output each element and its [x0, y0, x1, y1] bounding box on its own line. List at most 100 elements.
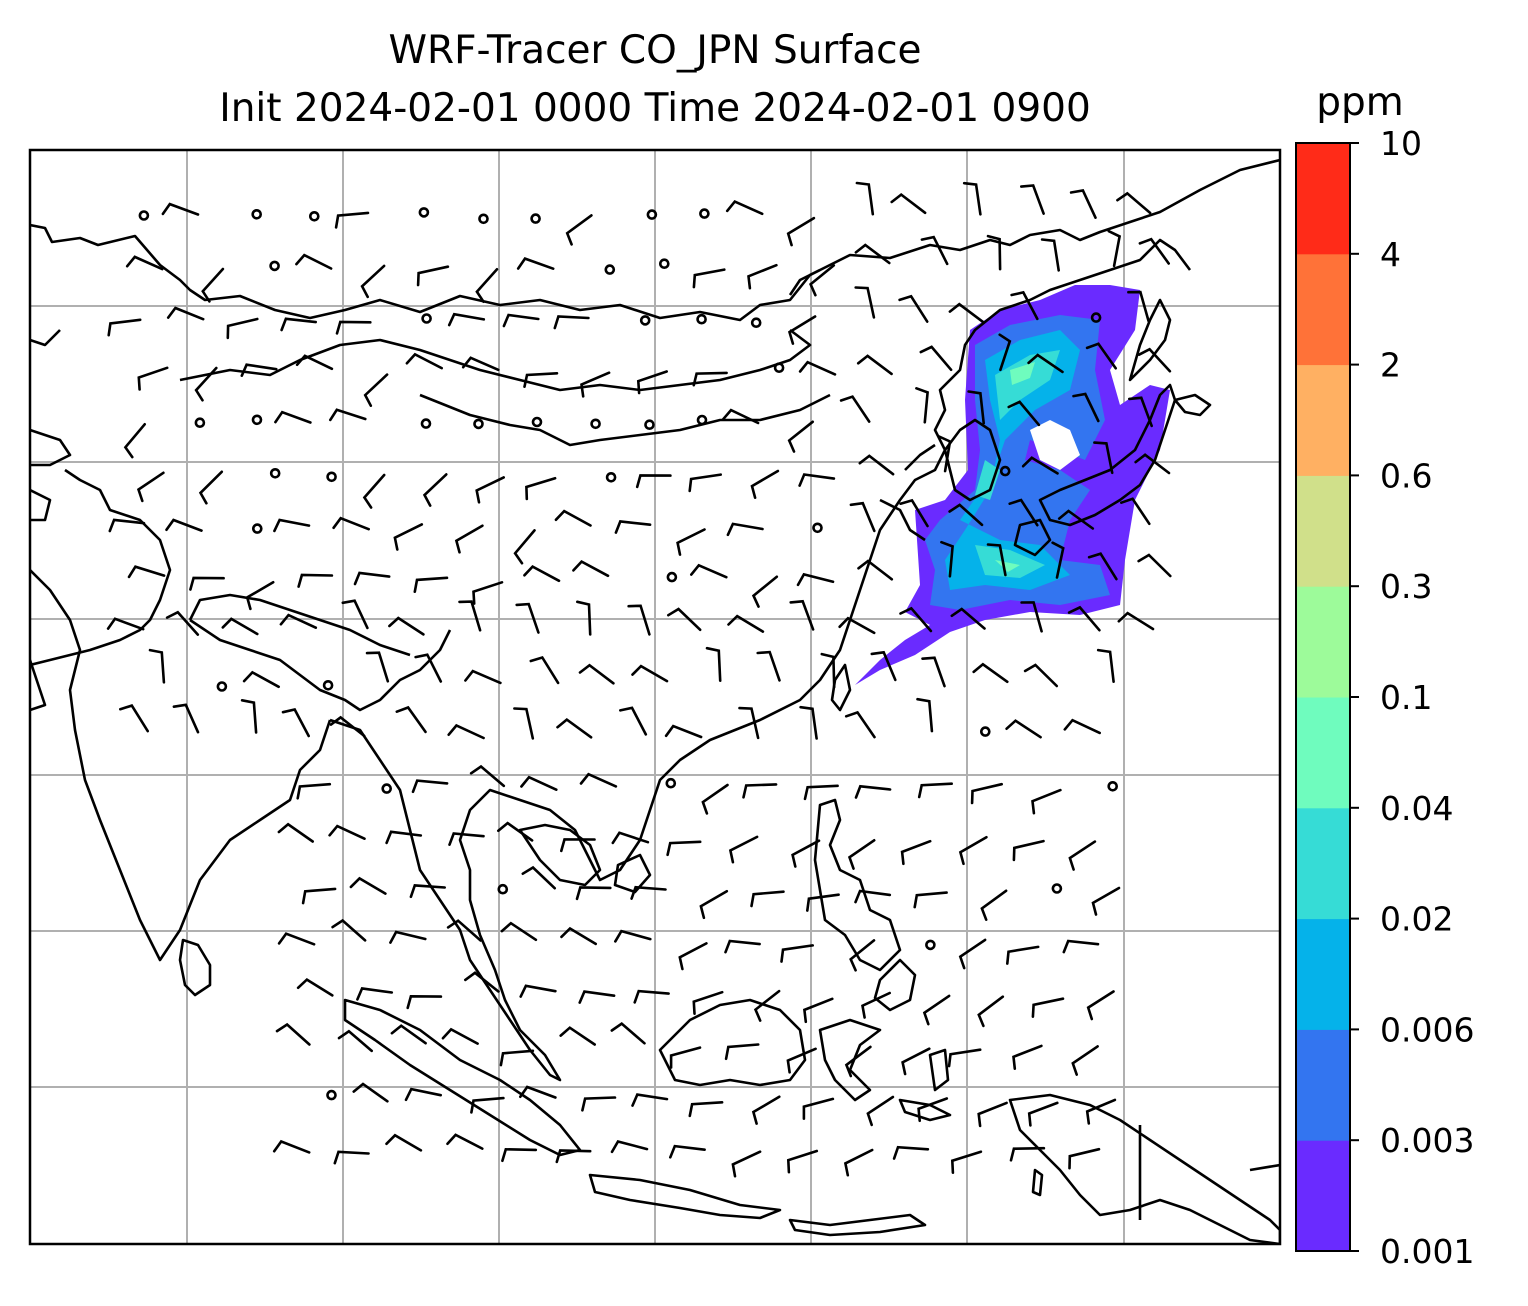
wind-barb — [194, 366, 218, 402]
wind-barb — [352, 1082, 389, 1103]
wind-barb — [1007, 400, 1041, 427]
colorbar-unit-label: ppm — [1316, 80, 1404, 125]
wind-barb — [854, 243, 891, 265]
wind-barb — [198, 470, 224, 505]
wind-barb — [1117, 611, 1155, 631]
wind-barb — [273, 518, 311, 533]
wind-barb — [148, 648, 166, 684]
coastlines — [30, 158, 1280, 1244]
wind-barb — [750, 469, 780, 499]
wind-barb — [1031, 788, 1062, 815]
wind-barb — [636, 370, 668, 395]
wind-barb — [635, 474, 672, 489]
plume-gap — [1030, 420, 1080, 470]
wind-barb — [820, 652, 836, 689]
wind-calm-marker — [497, 883, 509, 895]
colorbar-tick-label: 0.6 — [1380, 456, 1432, 495]
wind-barb — [125, 255, 164, 271]
wind-barb — [1137, 347, 1172, 373]
wind-barb — [395, 705, 427, 734]
wind-barb — [385, 1133, 423, 1152]
wind-barb — [1120, 497, 1151, 526]
wind-barb — [724, 1043, 760, 1061]
wind-barb — [296, 782, 332, 800]
wind-barb — [789, 599, 815, 631]
wind-barb — [1069, 189, 1097, 219]
colorbar-band — [1296, 475, 1350, 587]
wind-barb — [469, 764, 506, 788]
wind-barb — [448, 832, 485, 846]
wind-barb — [986, 234, 1002, 271]
wind-barb — [898, 294, 929, 323]
wind-barb — [676, 528, 706, 556]
wind-barb — [328, 824, 366, 840]
wind-barb — [458, 600, 482, 632]
wind-barb — [446, 919, 482, 942]
colorbar-tick-label: 2 — [1380, 346, 1401, 385]
wind-barb — [780, 944, 814, 963]
wind-barb — [669, 1144, 706, 1159]
wind-barb — [406, 994, 443, 1010]
wind-calm-marker — [773, 362, 785, 374]
wind-barb — [333, 1150, 370, 1165]
wind-barb — [705, 646, 722, 682]
wind-barb — [791, 839, 821, 868]
wind-barb — [1006, 945, 1040, 965]
wind-barb — [413, 576, 449, 593]
wind-barb — [1072, 392, 1100, 423]
wind-barb — [1021, 456, 1059, 475]
wind-barb — [272, 1139, 311, 1154]
wind-barb — [847, 839, 876, 870]
wind-barb — [525, 476, 557, 501]
wind-barb — [972, 662, 1009, 684]
plot-title-line-2: Init 2024-02-01 0000 Time 2024-02-01 090… — [219, 86, 1091, 131]
wind-barb — [297, 573, 334, 588]
wind-barb — [274, 410, 312, 424]
wind-calm-marker — [696, 414, 708, 426]
wind-barb — [751, 575, 779, 608]
wind-barb — [692, 268, 726, 289]
wind-barb — [998, 333, 1012, 372]
wind-calm-marker — [666, 571, 678, 583]
wind-calm-marker — [646, 209, 658, 220]
wind-calm-marker — [605, 471, 617, 483]
wind-barb — [721, 408, 760, 425]
wind-barb — [221, 617, 259, 636]
colorbar-band — [1296, 1029, 1350, 1141]
wind-calm-marker — [326, 1089, 337, 1101]
wind-barb — [839, 395, 871, 423]
wind-barb — [464, 669, 502, 685]
wind-barb — [441, 1027, 479, 1045]
wind-barb — [901, 1047, 931, 1076]
wind-barb — [970, 782, 1003, 805]
wind-barb — [464, 971, 500, 993]
wind-barb — [1137, 553, 1172, 578]
wind-barb — [631, 664, 669, 683]
plot-title-line-1: WRF-Tracer CO_JPN Surface — [388, 28, 922, 73]
wind-calm-marker — [251, 523, 263, 534]
wind-barb — [614, 929, 652, 943]
wind-barb — [1091, 886, 1121, 916]
wind-barb — [803, 784, 839, 801]
wind-barb — [519, 1085, 557, 1099]
wind-barb — [967, 390, 985, 425]
wind-barb — [119, 704, 149, 733]
wind-calm-marker — [699, 208, 710, 219]
wind-barb — [854, 286, 876, 319]
wind-barb — [920, 235, 949, 266]
wind-calm-marker — [251, 414, 263, 426]
wind-barb — [280, 317, 317, 332]
wind-barb — [725, 200, 764, 216]
wind-barb — [701, 783, 729, 815]
wind-calm-marker — [644, 419, 655, 431]
wind-calm-marker — [138, 210, 150, 221]
wind-barb — [1027, 1101, 1059, 1127]
wind-barb — [1012, 1044, 1043, 1070]
wind-barb — [515, 602, 540, 634]
wind-barb — [802, 1097, 835, 1120]
wind-calm-marker — [1107, 780, 1118, 792]
wind-barb — [1093, 441, 1114, 475]
wind-barb — [798, 473, 836, 487]
wind-calm-marker — [418, 207, 430, 218]
